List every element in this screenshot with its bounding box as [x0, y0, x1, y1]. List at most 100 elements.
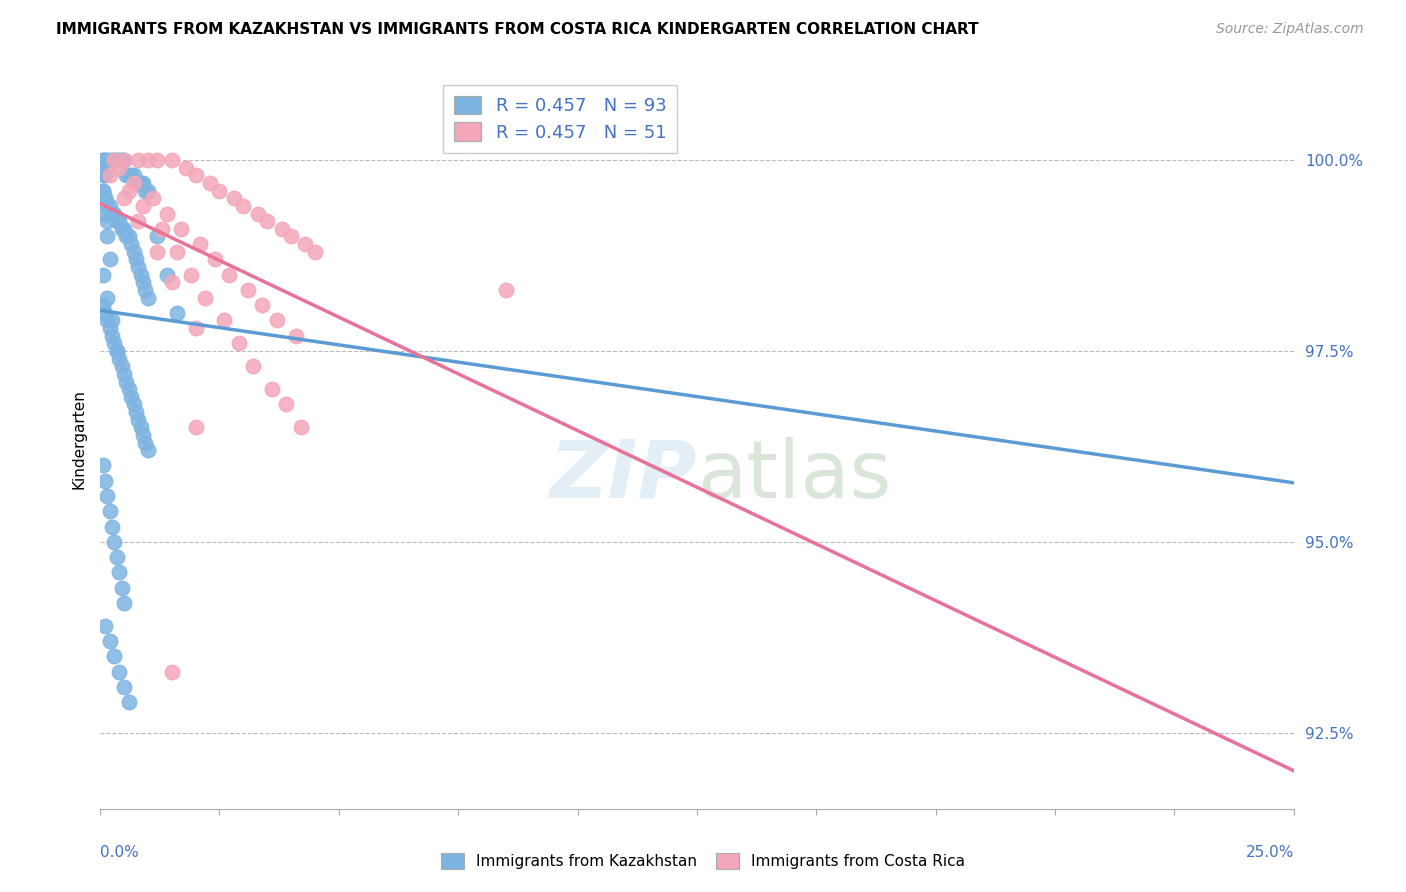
Point: [110, 581, 132, 595]
Point: [156, 206, 179, 220]
Point: [132, 199, 155, 213]
Point: [115, 375, 138, 389]
Point: [125, 405, 148, 419]
Point: [112, 222, 135, 236]
Point: [98, 321, 121, 335]
Point: [160, 275, 183, 289]
Point: [91, 153, 114, 168]
Point: [266, 313, 288, 327]
Point: [122, 176, 145, 190]
Point: [94, 191, 117, 205]
Text: atlas: atlas: [697, 437, 891, 515]
Point: [125, 176, 148, 190]
Point: [160, 153, 183, 168]
Legend: Immigrants from Kazakhstan, Immigrants from Costa Rica: Immigrants from Kazakhstan, Immigrants f…: [434, 847, 972, 875]
Point: [236, 283, 259, 297]
Point: [136, 153, 159, 168]
Point: [180, 268, 202, 282]
Text: Source: ZipAtlas.com: Source: ZipAtlas.com: [1216, 22, 1364, 37]
Point: [112, 153, 135, 168]
Text: 0.0%: 0.0%: [100, 845, 139, 860]
Point: [208, 184, 231, 198]
Point: [103, 153, 125, 168]
Point: [120, 169, 142, 183]
Point: [120, 390, 142, 404]
Point: [101, 328, 124, 343]
Point: [96, 214, 118, 228]
Point: [105, 153, 128, 168]
Point: [91, 268, 114, 282]
Point: [132, 428, 155, 442]
Point: [127, 176, 149, 190]
Point: [98, 252, 121, 267]
Point: [132, 275, 155, 289]
Point: [142, 191, 165, 205]
Point: [112, 191, 135, 205]
Point: [96, 313, 118, 327]
Point: [146, 229, 169, 244]
Point: [108, 665, 131, 679]
Point: [495, 283, 517, 297]
Point: [103, 534, 125, 549]
Point: [105, 550, 128, 565]
Point: [91, 458, 114, 473]
Point: [94, 619, 117, 633]
Point: [204, 252, 226, 267]
Point: [198, 176, 221, 190]
Point: [94, 153, 117, 168]
Point: [94, 169, 117, 183]
Point: [103, 153, 125, 168]
Point: [110, 222, 132, 236]
Point: [112, 596, 135, 610]
Point: [118, 382, 141, 396]
Text: IMMIGRANTS FROM KAZAKHSTAN VS IMMIGRANTS FROM COSTA RICA KINDERGARTEN CORRELATIO: IMMIGRANTS FROM KAZAKHSTAN VS IMMIGRANTS…: [56, 22, 979, 37]
Point: [127, 214, 149, 228]
Point: [101, 153, 124, 168]
Point: [304, 244, 326, 259]
Point: [118, 229, 141, 244]
Point: [166, 306, 188, 320]
Point: [91, 153, 114, 168]
Point: [134, 184, 156, 198]
Point: [129, 420, 152, 434]
Point: [228, 336, 250, 351]
Point: [103, 649, 125, 664]
Y-axis label: Kindergarten: Kindergarten: [72, 389, 86, 489]
Point: [91, 184, 114, 198]
Point: [91, 169, 114, 183]
Point: [94, 474, 117, 488]
Point: [256, 214, 278, 228]
Point: [96, 489, 118, 503]
Text: 25.0%: 25.0%: [1246, 845, 1294, 860]
Point: [112, 367, 135, 381]
Point: [103, 336, 125, 351]
Point: [112, 153, 135, 168]
Point: [190, 237, 212, 252]
Point: [222, 191, 245, 205]
Point: [98, 504, 121, 518]
Point: [112, 680, 135, 694]
Point: [122, 244, 145, 259]
Point: [156, 268, 179, 282]
Point: [134, 435, 156, 450]
Point: [122, 169, 145, 183]
Point: [98, 199, 121, 213]
Point: [134, 283, 156, 297]
Point: [96, 153, 118, 168]
Point: [294, 237, 316, 252]
Point: [94, 191, 117, 205]
Point: [166, 244, 188, 259]
Point: [174, 161, 197, 175]
Point: [96, 229, 118, 244]
Point: [276, 397, 298, 411]
Point: [115, 229, 138, 244]
Point: [101, 206, 124, 220]
Point: [184, 420, 207, 434]
Point: [232, 199, 254, 213]
Point: [170, 222, 193, 236]
Point: [246, 206, 269, 220]
Point: [146, 153, 169, 168]
Point: [108, 214, 131, 228]
Point: [110, 153, 132, 168]
Point: [122, 397, 145, 411]
